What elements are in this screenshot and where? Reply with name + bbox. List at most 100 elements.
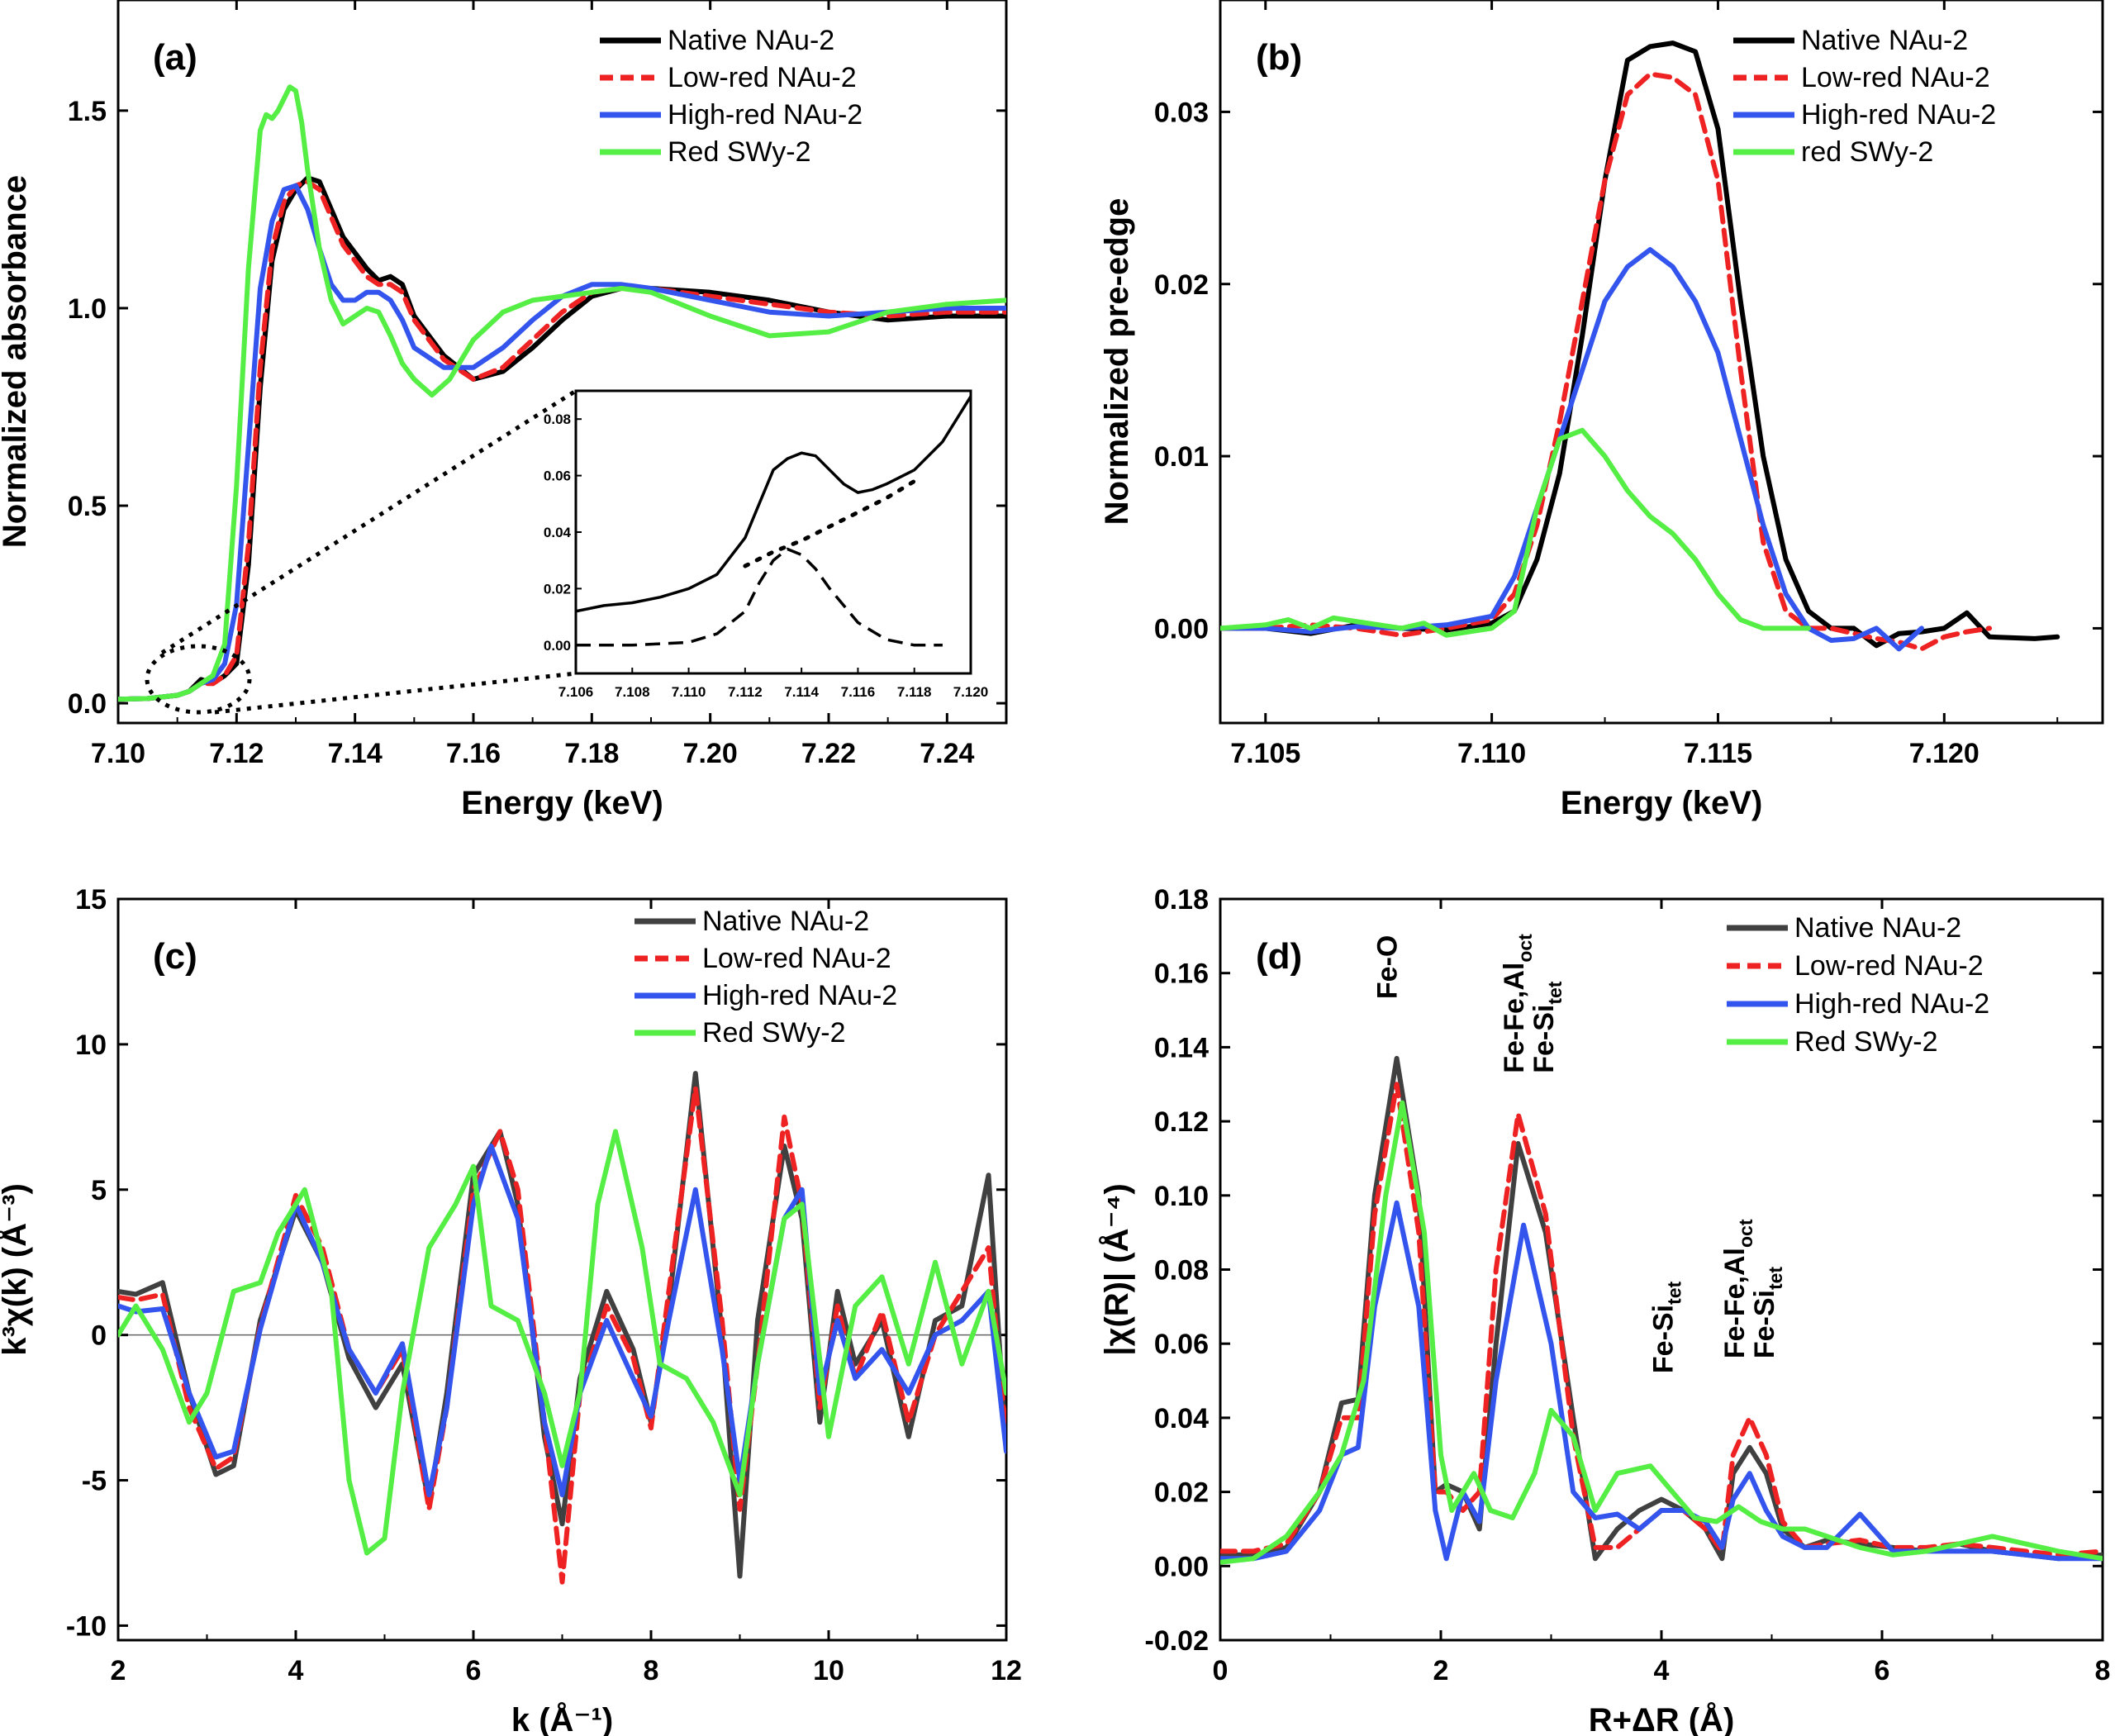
x-tick-label: 7.16 xyxy=(446,738,501,769)
annotation-subscript: tet xyxy=(1765,1267,1786,1290)
zoom-line-upper xyxy=(160,388,577,655)
legend-label: High-red NAu-2 xyxy=(702,980,897,1011)
legend-label: Native NAu-2 xyxy=(702,906,869,937)
annotation-main: Fe-Si xyxy=(1528,1005,1560,1073)
series-line-3 xyxy=(1220,247,1924,652)
legend-label: Red SWy-2 xyxy=(702,1017,846,1049)
inset-x-tick-label: 7.120 xyxy=(953,684,989,700)
x-tick-label: 2 xyxy=(1433,1655,1449,1686)
zoom-ellipse xyxy=(145,644,252,715)
series-line-3 xyxy=(118,183,1006,702)
panel-label: (d) xyxy=(1256,936,1302,977)
inset-x-tick-label: 7.106 xyxy=(558,684,594,700)
x-tick-label: 7.10 xyxy=(91,738,145,769)
legend-label: Low-red NAu-2 xyxy=(1801,62,1990,93)
x-tick-label: 7.115 xyxy=(1684,738,1752,769)
annotation-subscript: oct xyxy=(1735,1219,1756,1248)
inset-curve-baseline xyxy=(743,478,917,568)
legend-label: red SWy-2 xyxy=(1801,136,1933,168)
x-tick-label: 7.14 xyxy=(328,738,383,769)
legend-label: Low-red NAu-2 xyxy=(668,62,857,93)
x-tick-label: 7.120 xyxy=(1909,738,1980,769)
x-tick-label: 6 xyxy=(1875,1655,1890,1686)
series-line-4 xyxy=(118,1129,1006,1556)
x-axis-label: Energy (keV) xyxy=(1561,785,1763,821)
y-tick-label: 0.00 xyxy=(1154,613,1209,644)
x-axis-label: Energy (keV) xyxy=(461,785,663,821)
y-tick-label: 0.16 xyxy=(1154,958,1209,990)
legend-label: Low-red NAu-2 xyxy=(702,943,891,974)
inset-x-tick-label: 7.116 xyxy=(841,684,876,700)
y-tick-label: 0.08 xyxy=(1154,1255,1209,1287)
x-tick-label: 7.18 xyxy=(564,738,619,769)
x-tick-label: 4 xyxy=(288,1655,304,1686)
series-line-4 xyxy=(118,84,1006,702)
y-tick-label: 0.12 xyxy=(1154,1106,1209,1138)
legend-label: High-red NAu-2 xyxy=(1794,988,1989,1020)
zoom-line-lower xyxy=(214,671,577,715)
x-tick-label: 7.22 xyxy=(801,738,856,769)
series-line-3 xyxy=(118,1144,1006,1498)
inset-curve-total xyxy=(576,395,971,613)
annotation-subscript: tet xyxy=(1544,981,1566,1004)
y-tick-label: 15 xyxy=(75,884,107,916)
x-tick-label: 8 xyxy=(2095,1655,2111,1686)
inset-y-tick-label: 0.06 xyxy=(544,468,571,484)
y-tick-label: 0.5 xyxy=(68,491,107,522)
inset-chart: 7.106 7.108 7.110 7.112 7.114 7.116 7.118 7.120… xyxy=(145,388,989,715)
x-tick-label: 7.20 xyxy=(683,738,738,769)
series-line-2 xyxy=(1220,71,1993,652)
legend-label: Native NAu-2 xyxy=(668,25,834,56)
x-tick-label: 6 xyxy=(466,1655,482,1686)
annotation-main: Fe-Si xyxy=(1749,1290,1780,1358)
y-tick-label: 0.10 xyxy=(1154,1181,1209,1212)
y-tick-label: 0.03 xyxy=(1154,97,1209,128)
x-axis-label: R+ΔR (Å) xyxy=(1589,1701,1735,1736)
peak-annotation: Fe-Fe,Aloct xyxy=(1499,934,1536,1073)
x-tick-label: 7.24 xyxy=(920,738,974,769)
y-axis-label: k³χ(k) (Å⁻³) xyxy=(0,1183,33,1356)
y-tick-label: -10 xyxy=(66,1610,107,1642)
y-tick-label: 1.0 xyxy=(68,293,107,325)
x-tick-label: 12 xyxy=(991,1655,1022,1686)
x-tick-label: 7.105 xyxy=(1230,738,1300,769)
annotation-main: Fe-Fe,Al xyxy=(1499,963,1530,1073)
inset-curve-pre-edge xyxy=(576,547,943,647)
y-tick-label: 0 xyxy=(91,1320,107,1352)
peak-annotation: Fe-Sitet xyxy=(1528,981,1566,1073)
peak-annotation: Fe-O xyxy=(1372,935,1404,999)
y-tick-label: 0.00 xyxy=(1154,1551,1209,1582)
y-tick-label: 0.14 xyxy=(1154,1032,1209,1063)
plot-frame xyxy=(116,0,1008,725)
y-tick-label: 0.0 xyxy=(68,688,107,720)
series-line-4 xyxy=(1220,1100,2103,1565)
legend-label: Low-red NAu-2 xyxy=(1794,950,1984,982)
y-axis-label: Normalized absorbance xyxy=(0,175,33,548)
chart-panel-3: 2 4 6 8 10 12 -10 -5 0 5 10 15 k (Å⁻¹) k³χ(k) (Å⁻³) (c… xyxy=(0,884,1022,1736)
peak-annotation: Fe-Sitet xyxy=(1749,1267,1786,1359)
y-tick-label: -0.02 xyxy=(1145,1625,1210,1657)
x-tick-label: 8 xyxy=(644,1655,659,1686)
series-line-1 xyxy=(118,1071,1006,1579)
panel-label: (c) xyxy=(153,936,197,977)
inset-x-tick-label: 7.110 xyxy=(672,684,706,700)
inset-y-tick-label: 0.08 xyxy=(544,411,571,427)
annotation-main: Fe-Si xyxy=(1647,1305,1679,1373)
panel-label: (a) xyxy=(153,37,197,78)
x-tick-label: 10 xyxy=(813,1655,844,1686)
legend-label: Red SWy-2 xyxy=(668,136,811,168)
y-tick-label: 0.01 xyxy=(1154,441,1209,473)
annotation-subscript: tet xyxy=(1663,1282,1685,1305)
x-tick-label: 0 xyxy=(1213,1655,1229,1686)
inset-frame xyxy=(574,389,972,675)
y-tick-label: 0.02 xyxy=(1154,1477,1209,1509)
y-tick-label: 10 xyxy=(75,1030,107,1061)
x-tick-label: 4 xyxy=(1654,1655,1670,1686)
legend-label: Red SWy-2 xyxy=(1794,1026,1938,1058)
y-tick-label: 0.06 xyxy=(1154,1329,1209,1360)
legend-label: Native NAu-2 xyxy=(1794,912,1961,944)
y-axis-label: Normalized pre-edge xyxy=(1099,198,1135,526)
legend-label: High-red NAu-2 xyxy=(1801,99,1996,131)
annotation-main: Fe-Fe,Al xyxy=(1719,1248,1751,1358)
